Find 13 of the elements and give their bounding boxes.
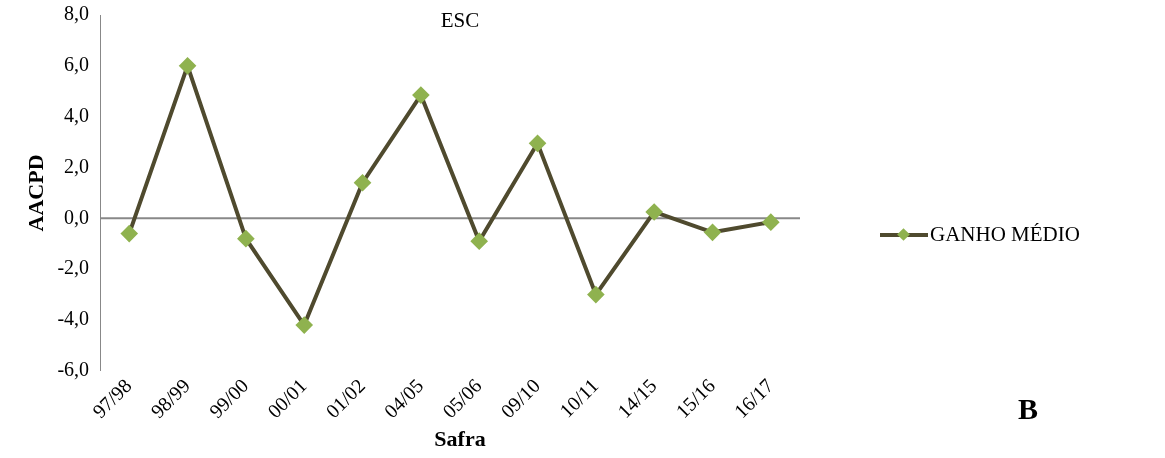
y-tick-label: -2,0 [57,256,90,279]
y-axis-title: AACPD [22,154,48,232]
text: B [1018,392,1039,426]
y-tick-label: 8,0 [64,2,90,25]
chart-title: ESC [440,8,480,32]
legend-label: GANHO MÉDIO [930,222,1080,247]
y-tick-label: 4,0 [64,103,90,126]
x-axis-title: Safra [433,426,487,452]
y-tick-label: 2,0 [64,154,90,177]
y-tick-label: -6,0 [57,358,90,381]
y-tick-label: 0,0 [64,205,90,228]
y-tick-label: 6,0 [64,53,90,76]
y-tick-label: -4,0 [57,307,90,330]
